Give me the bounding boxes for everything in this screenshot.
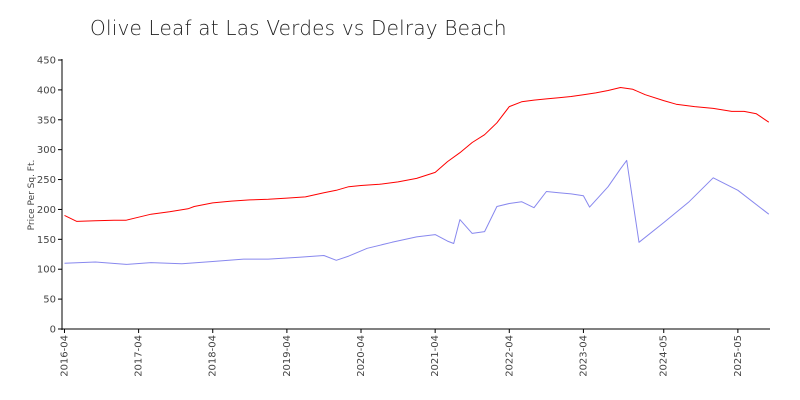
y-tick-label: 450 [37, 56, 56, 67]
series-line-1 [64, 87, 770, 222]
x-tick-label: 2022-04 [504, 335, 515, 377]
y-tick-label: 400 [37, 85, 56, 96]
axes: 0 50 100 150 200 250 300 350 400 450 2016-04 2017-0… [37, 56, 770, 377]
y-tick-label: 0 [50, 325, 56, 336]
y-tick-label: 250 [37, 175, 56, 186]
series-line-2 [64, 159, 770, 265]
x-tick-label: 2025-05 [733, 335, 744, 377]
x-tick-label: 2017-04 [134, 335, 145, 377]
x-tick-label: 2019-04 [282, 335, 293, 377]
chart-title: Olive Leaf at Las Verdes vs Delray Beach [90, 16, 507, 40]
x-tick-label: 2021-04 [430, 335, 441, 377]
series-layer [64, 87, 770, 265]
x-tick-label: 2024-05 [659, 335, 670, 377]
y-tick-label: 100 [37, 265, 56, 276]
y-tick-label: 50 [43, 295, 56, 306]
x-tick-label: 2016-04 [59, 335, 70, 377]
y-axis-label: Price Per Sq. Ft. [27, 160, 37, 231]
y-tick-label: 150 [37, 235, 56, 246]
y-tick-label: 300 [37, 145, 56, 156]
y-tick-label: 350 [37, 115, 56, 126]
x-tick-label: 2023-04 [578, 335, 589, 377]
x-tick-label: 2018-04 [208, 335, 219, 377]
x-tick-label: 2020-04 [356, 335, 367, 377]
y-tick-label: 200 [37, 205, 56, 216]
